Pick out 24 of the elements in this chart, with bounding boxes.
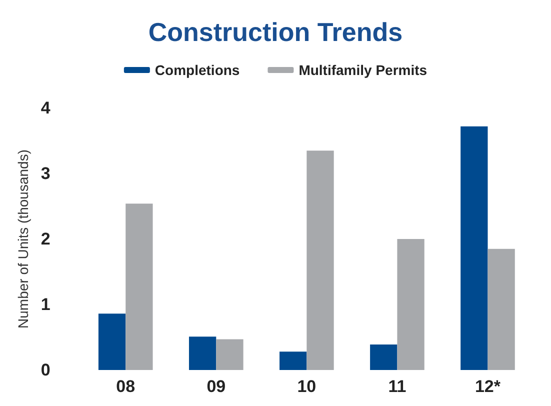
x-tick-label: 08 xyxy=(116,377,136,396)
bar xyxy=(306,150,334,370)
y-tick-label: 1 xyxy=(40,295,50,314)
y-tick-label: 4 xyxy=(40,98,51,118)
y-axis-title: Number of Units (thousands) xyxy=(15,150,31,328)
bar xyxy=(216,339,244,370)
bar xyxy=(98,314,126,370)
x-tick-label: 10 xyxy=(297,377,316,396)
legend-label: Multifamily Permits xyxy=(298,62,428,78)
legend-label: Completions xyxy=(154,62,240,78)
x-tick-label: 12* xyxy=(474,377,501,396)
y-tick-label: 2 xyxy=(40,230,50,248)
x-tick-label: 09 xyxy=(206,377,226,396)
x-tick-label: 11 xyxy=(388,377,406,396)
bar xyxy=(460,126,488,370)
bar xyxy=(280,352,307,370)
bar xyxy=(126,204,153,370)
bar xyxy=(370,344,398,370)
bar xyxy=(188,336,216,370)
chart-title: Construction Trends xyxy=(148,17,403,47)
y-tick-label: 3 xyxy=(40,164,50,183)
y-tick-label: 0 xyxy=(40,360,50,380)
bar xyxy=(488,248,515,370)
bar xyxy=(397,239,424,370)
